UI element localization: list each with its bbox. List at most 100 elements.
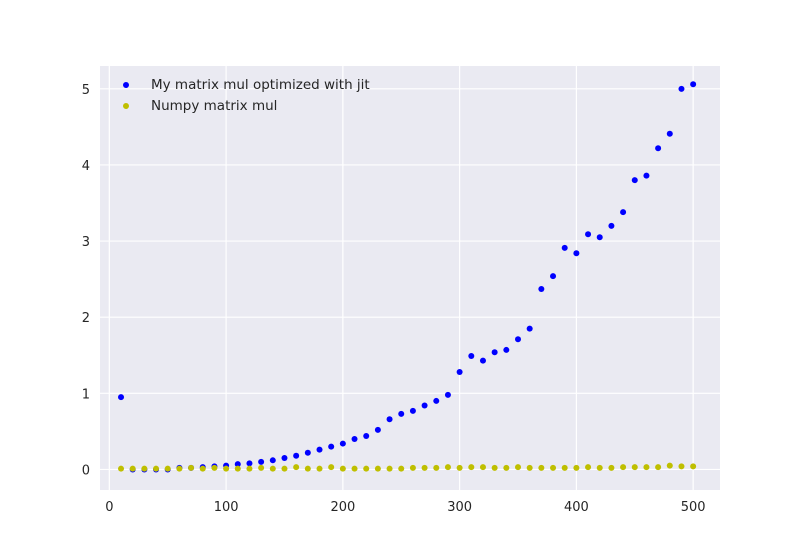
data-point	[433, 397, 440, 404]
data-point	[246, 460, 253, 467]
data-point	[141, 465, 148, 472]
data-point	[153, 465, 160, 472]
data-point	[678, 463, 685, 470]
data-point	[398, 410, 405, 417]
data-point	[351, 465, 358, 472]
data-point	[690, 463, 697, 470]
data-point	[199, 465, 206, 472]
data-point	[620, 209, 627, 216]
y-tick-label: 1	[82, 387, 90, 402]
data-point	[234, 461, 241, 468]
data-point	[631, 177, 638, 184]
data-point	[573, 464, 580, 471]
data-point	[176, 465, 183, 472]
data-point	[281, 465, 288, 472]
data-point	[538, 286, 545, 293]
data-point	[468, 464, 475, 471]
y-tick-label: 2	[82, 311, 90, 326]
data-point	[643, 172, 650, 179]
data-point	[503, 464, 510, 471]
plot-area	[100, 66, 720, 490]
data-point	[269, 457, 276, 464]
legend-label-numpy: Numpy matrix mul	[151, 98, 277, 114]
y-tick-label: 0	[82, 463, 90, 478]
data-point	[293, 452, 300, 459]
data-point	[374, 465, 381, 472]
data-point	[596, 464, 603, 471]
data-point	[328, 464, 335, 471]
data-point	[398, 465, 405, 472]
data-point	[515, 336, 522, 343]
data-point	[479, 464, 486, 471]
x-tick-label: 500	[681, 500, 706, 515]
data-point	[164, 465, 171, 472]
x-tick-label: 300	[447, 500, 472, 515]
x-tick-label: 200	[330, 500, 355, 515]
y-tick-labels: 0 1 2 3 4 5	[82, 83, 90, 479]
data-point	[561, 244, 568, 251]
data-point	[515, 464, 522, 471]
data-point	[328, 443, 335, 450]
data-point	[316, 465, 323, 472]
data-point	[118, 394, 125, 401]
data-point	[374, 426, 381, 433]
data-point	[655, 464, 662, 471]
legend-marker-numpy	[123, 103, 129, 109]
data-point	[363, 432, 370, 439]
data-point	[538, 464, 545, 471]
x-tick-label: 400	[564, 500, 589, 515]
data-point	[526, 464, 533, 471]
data-point	[293, 464, 300, 471]
data-point	[223, 465, 230, 472]
x-tick-label: 100	[214, 500, 239, 515]
data-point	[690, 81, 697, 88]
data-point	[304, 465, 311, 472]
y-tick-label: 4	[82, 159, 90, 174]
data-point	[258, 464, 265, 471]
data-point	[351, 435, 358, 442]
data-point	[585, 464, 592, 471]
data-point	[666, 462, 673, 469]
data-point	[421, 402, 428, 409]
data-point	[304, 449, 311, 456]
data-point	[421, 464, 428, 471]
data-point	[409, 464, 416, 471]
data-point	[444, 464, 451, 471]
data-point	[631, 464, 638, 471]
data-point	[269, 465, 276, 472]
data-point	[386, 465, 393, 472]
data-point	[608, 222, 615, 229]
data-point	[573, 250, 580, 257]
data-point	[678, 85, 685, 92]
x-tick-labels: 0 100 200 300 400 500	[105, 500, 705, 515]
data-point	[491, 464, 498, 471]
data-point	[339, 440, 346, 447]
data-point	[655, 145, 662, 152]
data-point	[211, 464, 218, 471]
data-point	[491, 349, 498, 356]
data-point	[561, 464, 568, 471]
data-point	[643, 464, 650, 471]
data-point	[596, 234, 603, 241]
data-point	[363, 465, 370, 472]
data-point	[526, 325, 533, 332]
data-point	[550, 273, 557, 280]
data-point	[608, 464, 615, 471]
y-tick-label: 3	[82, 235, 90, 250]
data-point	[246, 465, 253, 472]
data-point	[234, 465, 241, 472]
data-point	[339, 465, 346, 472]
y-tick-label: 5	[82, 83, 90, 98]
data-point	[468, 353, 475, 360]
data-point	[316, 446, 323, 453]
data-point	[444, 391, 451, 398]
legend: My matrix mul optimized with jit Numpy m…	[123, 77, 370, 114]
data-point	[409, 407, 416, 414]
data-point	[456, 369, 463, 376]
data-point	[666, 130, 673, 137]
data-point	[550, 464, 557, 471]
data-point	[620, 464, 627, 471]
legend-marker-jit	[123, 82, 129, 88]
data-point	[258, 458, 265, 465]
